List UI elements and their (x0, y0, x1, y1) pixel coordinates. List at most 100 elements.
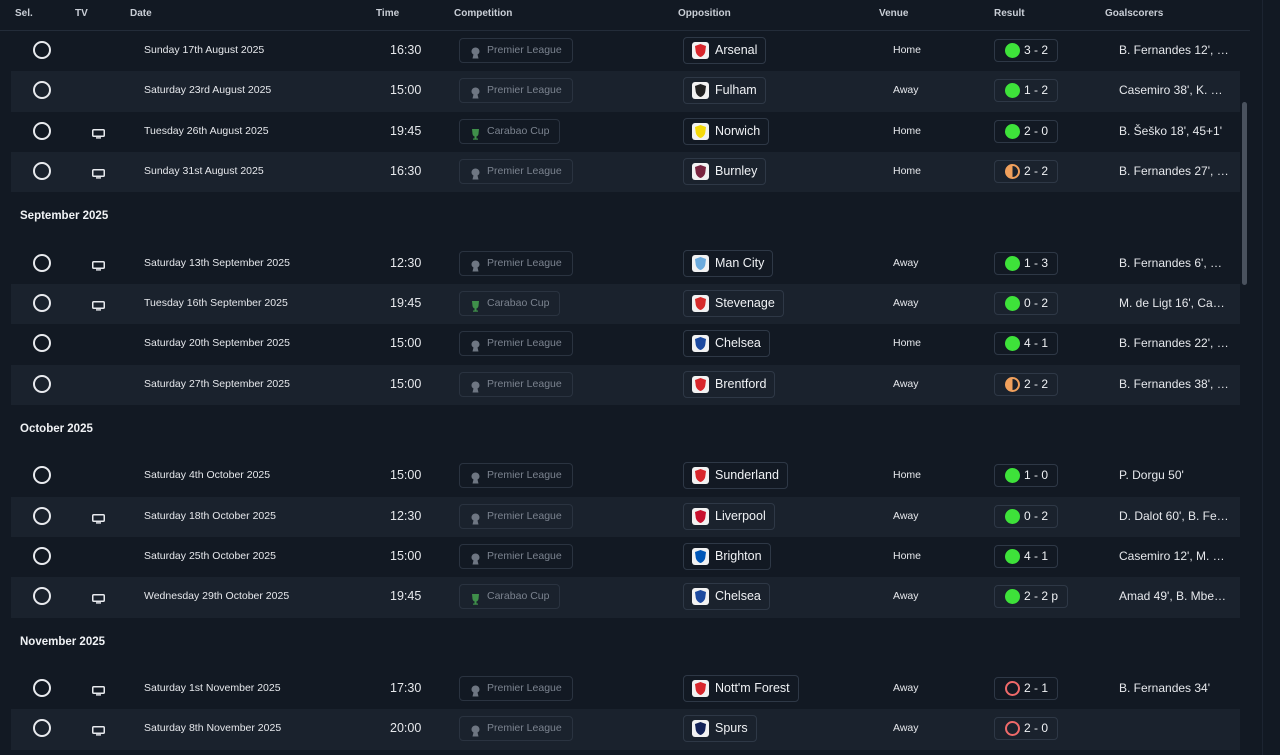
result-chip[interactable]: 2 - 2 (994, 159, 1059, 183)
result-chip[interactable]: 0 - 2 (994, 291, 1059, 315)
header-venue[interactable]: Venue (879, 8, 909, 19)
premier-league-icon (470, 258, 481, 272)
result-score: 1 - 3 (1024, 255, 1049, 270)
opponent-chip[interactable]: Chelsea (683, 330, 770, 358)
competition-chip[interactable]: Premier League (459, 38, 573, 63)
header-competition[interactable]: Competition (454, 8, 513, 19)
competition-chip[interactable]: Premier League (459, 331, 573, 357)
opponent-chip[interactable]: Man City (683, 249, 774, 277)
fixture-row[interactable]: Tuesday 16th September 2025 19:45 Carabao … (11, 283, 1240, 325)
win-indicator-icon (1005, 123, 1020, 139)
opponent-chip[interactable]: Arsenal (683, 37, 767, 64)
opponent-chip[interactable]: Brighton (683, 542, 771, 570)
select-radio[interactable] (33, 506, 51, 525)
opponent-chip[interactable]: Norwich (683, 117, 770, 145)
premier-league-icon (470, 511, 481, 525)
result-chip[interactable]: 2 - 2 p (994, 585, 1069, 609)
select-radio[interactable] (33, 81, 51, 100)
competition-chip[interactable]: Carabao Cup (459, 118, 561, 144)
fixture-row[interactable]: Tuesday 26th August 2025 19:45 Carabao Cup… (11, 112, 1240, 152)
fixture-row[interactable]: Saturday 25th October 2025 15:00 Premier L… (11, 537, 1240, 577)
select-radio[interactable] (33, 374, 51, 393)
select-radio[interactable] (33, 587, 51, 606)
competition-chip[interactable]: Premier League (459, 463, 573, 489)
competition-chip[interactable]: Premier League (459, 371, 573, 397)
fixture-row[interactable]: Sunday 31st August 2025 16:30 Premier Leag… (11, 151, 1240, 193)
month-title: November 2025 (20, 635, 106, 648)
draw-indicator-icon (1005, 163, 1020, 179)
result-chip[interactable]: 2 - 0 (994, 119, 1059, 143)
select-radio[interactable] (33, 719, 51, 738)
competition-chip[interactable]: Premier League (459, 676, 573, 702)
fixture-row[interactable]: Saturday 13th September 2025 12:30 Premier… (11, 244, 1240, 284)
result-chip[interactable]: 3 - 2 (994, 39, 1059, 62)
opponent-chip[interactable]: Fulham (683, 77, 766, 105)
goalscorers: B. Fernandes 34' (1119, 681, 1211, 696)
result-chip[interactable]: 1 - 2 (994, 79, 1059, 103)
result-chip[interactable]: 2 - 0 (994, 717, 1059, 741)
result-chip[interactable]: 1 - 0 (994, 464, 1059, 488)
result-score: 2 - 2 (1024, 376, 1049, 391)
select-radio[interactable] (33, 253, 51, 272)
header-date[interactable]: Date (130, 8, 152, 19)
opponent-chip[interactable]: Nott'm Forest (683, 675, 799, 703)
select-radio[interactable] (33, 293, 51, 312)
result-chip[interactable]: 4 - 1 (994, 332, 1059, 356)
header-goalscorers[interactable]: Goalscorers (1105, 8, 1164, 19)
spurs-crest-icon (692, 720, 709, 738)
result-chip[interactable]: 2 - 1 (994, 677, 1059, 701)
premier-league-icon (470, 338, 481, 352)
header-tv[interactable]: TV (75, 8, 88, 19)
fixture-row[interactable]: Wednesday 29th October 2025 19:45 Carabao … (11, 577, 1240, 618)
fixture-row[interactable]: Saturday 27th September 2025 15:00 Premier… (11, 364, 1240, 405)
competition-chip[interactable]: Premier League (459, 503, 573, 529)
table-header: Sel. TV Date Time Competition Opposition… (0, 0, 1250, 31)
competition-chip[interactable]: Premier League (459, 158, 573, 184)
header-result[interactable]: Result (994, 8, 1025, 19)
opponent-chip[interactable]: Burnley (683, 157, 767, 185)
fixture-row[interactable]: Saturday 1st November 2025 17:30 Premier L… (11, 669, 1240, 709)
fixture-row[interactable]: Saturday 8th November 2025 20:00 Premier L… (11, 709, 1240, 750)
result-chip[interactable]: 1 - 3 (994, 251, 1059, 275)
select-radio[interactable] (33, 546, 51, 565)
select-radio[interactable] (33, 334, 51, 353)
fixture-row[interactable]: Saturday 4th October 2025 15:00 Premier Le… (11, 456, 1240, 496)
opponent-chip[interactable]: Spurs (683, 715, 757, 743)
select-radio[interactable] (33, 161, 51, 180)
competition-chip[interactable]: Premier League (459, 250, 573, 276)
opponent-chip[interactable]: Liverpool (683, 502, 775, 530)
fixture-row[interactable]: Saturday 18th October 2025 12:30 Premier L… (11, 496, 1240, 537)
fixture-venue: Away (893, 722, 919, 735)
select-radio[interactable] (33, 466, 51, 485)
scrollbar-thumb[interactable] (1242, 102, 1247, 285)
opponent-chip[interactable]: Brentford (683, 370, 776, 398)
fixture-row[interactable]: Saturday 20th September 2025 15:00 Premier… (11, 324, 1240, 364)
select-radio[interactable] (33, 41, 51, 59)
result-chip[interactable]: 2 - 2 (994, 372, 1059, 396)
opponent-chip[interactable]: Chelsea (683, 583, 770, 611)
competition-label: Premier League (487, 722, 562, 735)
competition-chip[interactable]: Premier League (459, 543, 573, 569)
competition-chip[interactable]: Carabao Cup (459, 290, 561, 316)
header-time[interactable]: Time (376, 8, 400, 19)
opponent-name: Sunderland (715, 468, 779, 483)
header-sel[interactable]: Sel. (15, 8, 33, 19)
competition-chip[interactable]: Premier League (459, 78, 573, 104)
fixture-row[interactable]: Saturday 23rd August 2025 15:00 Premier Le… (11, 71, 1240, 112)
result-chip[interactable]: 0 - 2 (994, 504, 1059, 528)
competition-chip[interactable]: Carabao Cup (459, 584, 561, 610)
result-chip[interactable]: 4 - 1 (994, 544, 1059, 568)
fixture-time: 15:00 (390, 336, 422, 351)
opponent-name: Chelsea (715, 336, 761, 351)
select-radio[interactable] (33, 121, 51, 140)
competition-chip[interactable]: Premier League (459, 716, 573, 742)
opponent-chip[interactable]: Sunderland (683, 462, 788, 490)
opponent-name: Brighton (715, 548, 762, 563)
tv-icon (92, 591, 105, 604)
fixture-row[interactable]: Sunday 17th August 2025 16:30 Premier Leag… (11, 31, 1240, 71)
win-indicator-icon (1005, 43, 1020, 58)
opponent-chip[interactable]: Stevenage (683, 289, 784, 317)
competition-label: Premier League (487, 509, 562, 522)
select-radio[interactable] (33, 679, 51, 698)
header-opposition[interactable]: Opposition (678, 8, 731, 19)
